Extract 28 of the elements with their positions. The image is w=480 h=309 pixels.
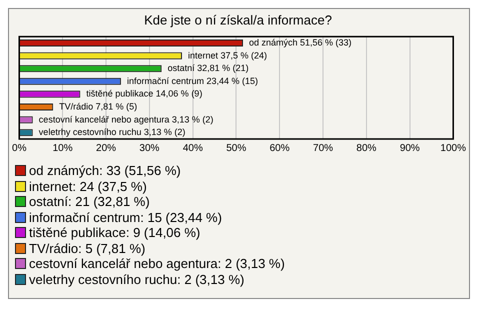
data-label: ostatní 32,81 % (21) bbox=[168, 63, 249, 74]
legend-label: TV/rádio: 5 (7,81 %) bbox=[29, 240, 146, 256]
x-tick-label: 10% bbox=[52, 142, 73, 154]
x-tick-label: 80% bbox=[356, 142, 377, 154]
x-tick-label: 20% bbox=[96, 142, 116, 154]
x-tick-label: 100% bbox=[440, 142, 466, 154]
data-label: od známých 51,56 % (33) bbox=[248, 37, 352, 48]
data-label: informační centrum 23,44 % (15) bbox=[126, 76, 258, 86]
data-label: cestovní kancelář nebo agentura 3,13 % (2) bbox=[38, 114, 214, 124]
x-tick-label: 60% bbox=[270, 142, 290, 154]
x-tick-label: 50% bbox=[226, 142, 246, 154]
legend-label: od známých: 33 (51,56 %) bbox=[29, 163, 181, 178]
legend-label: cestovní kancelář nebo agentura: 2 (3,13 %) bbox=[29, 256, 285, 272]
x-tick-label: 90% bbox=[400, 142, 420, 154]
x-tick-label: 40% bbox=[182, 142, 203, 154]
legend-label: informační centrum: 15 (23,44 %) bbox=[29, 210, 222, 225]
data-label: TV/rádio 7,81 % (5) bbox=[59, 101, 138, 112]
x-tick-label: 70% bbox=[313, 142, 334, 154]
data-label: veletrhy cestovního ruchu 3,13 % (2) bbox=[38, 127, 186, 138]
legend-label: veletrhy cestovního ruchu: 2 (3,13 %) bbox=[29, 272, 244, 287]
chart-title: Kde jste o ní získal/a informace? bbox=[144, 12, 332, 28]
legend-label: internet: 24 (37,5 %) bbox=[29, 178, 147, 194]
x-tick-label: 0% bbox=[12, 142, 27, 154]
x-tick-label: 30% bbox=[139, 142, 160, 154]
data-label: internet 37,5 % (24) bbox=[188, 50, 268, 60]
legend-label: tištěné publikace: 9 (14,06 %) bbox=[29, 225, 200, 240]
data-label: tištěné publikace 14,06 % (9) bbox=[86, 88, 202, 99]
legend-label: ostatní: 21 (32,81 %) bbox=[29, 194, 150, 210]
